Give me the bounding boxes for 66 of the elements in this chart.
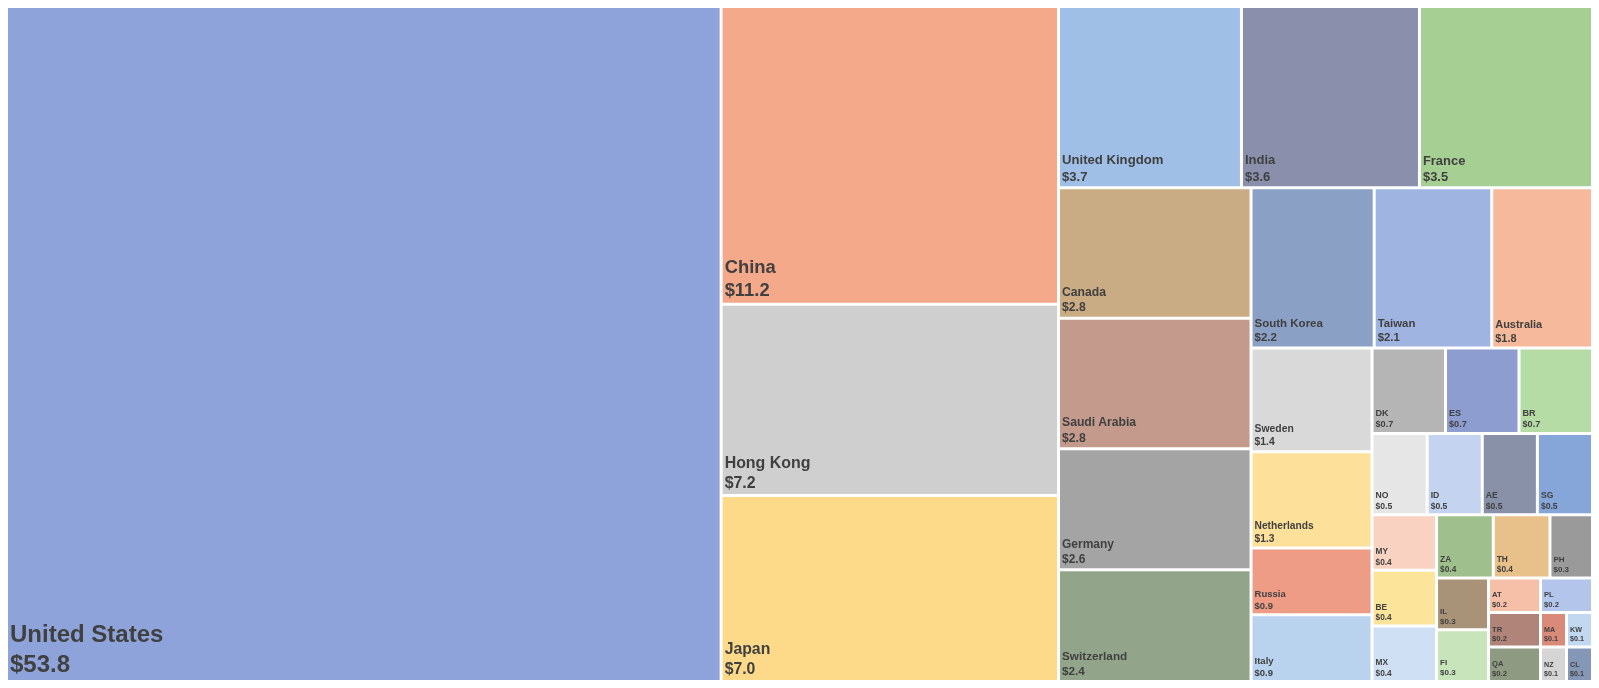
data-label: $0.5 <box>1540 500 1558 511</box>
data-label: $1.3 <box>1254 532 1275 544</box>
category-label: FI <box>1440 658 1448 668</box>
category-label: Netherlands <box>1254 519 1314 531</box>
data-label: $0.3 <box>1440 616 1457 626</box>
data-label: $7.0 <box>724 659 756 677</box>
data-label: $0.5 <box>1485 500 1503 511</box>
category-label: Japan <box>724 639 771 657</box>
category-label: Russia <box>1254 587 1287 599</box>
category-label: IL <box>1440 606 1448 616</box>
data-label: $0.5 <box>1375 500 1393 511</box>
data-label: $2.6 <box>1062 551 1086 566</box>
category-label: NO <box>1375 490 1389 501</box>
data-label: $2.8 <box>1062 430 1086 445</box>
data-label: $0.4 <box>1375 556 1393 567</box>
category-label: ID <box>1430 490 1440 501</box>
category-label: Hong Kong <box>724 453 811 471</box>
data-label: $0.3 <box>1553 564 1570 574</box>
data-label: $0.7 <box>1522 419 1541 430</box>
data-label: $0.7 <box>1375 419 1394 430</box>
category-label: MX <box>1375 657 1389 668</box>
data-label: $0.4 <box>1496 564 1514 575</box>
category-label: SG <box>1540 490 1554 501</box>
category-label: China <box>724 255 777 277</box>
category-label: PH <box>1553 554 1565 564</box>
category-label: Australia <box>1495 317 1544 330</box>
data-label: $2.4 <box>1062 664 1086 678</box>
data-label: $0.9 <box>1254 666 1274 678</box>
data-label: $2.2 <box>1254 331 1277 344</box>
category-label: India <box>1244 152 1277 168</box>
data-label: $0.5 <box>1430 500 1448 511</box>
data-label: $3.7 <box>1062 168 1088 184</box>
data-label: $3.5 <box>1422 168 1449 184</box>
category-label: Canada <box>1062 284 1107 299</box>
data-label: $53.8 <box>10 649 71 677</box>
data-label: $0.4 <box>1375 667 1393 678</box>
data-label: $0.4 <box>1375 612 1393 623</box>
category-label: Sweden <box>1254 423 1294 435</box>
category-label: Switzerland <box>1062 649 1128 663</box>
category-label: Taiwan <box>1377 317 1416 330</box>
category-label: BR <box>1522 407 1537 418</box>
data-label: $0.3 <box>1440 668 1457 678</box>
category-label: ZA <box>1440 553 1452 564</box>
data-label: $2.1 <box>1377 331 1400 344</box>
category-label: Saudi Arabia <box>1062 415 1137 430</box>
data-label: $7.2 <box>724 473 756 491</box>
data-label: $3.6 <box>1244 168 1271 184</box>
data-label: $0.4 <box>1440 564 1457 575</box>
category-label: Italy <box>1254 654 1275 666</box>
data-label: $1.4 <box>1254 436 1275 448</box>
category-label: France <box>1422 152 1466 168</box>
category-label: MY <box>1375 546 1389 557</box>
category-label: United Kingdom <box>1062 152 1164 168</box>
category-label: BE <box>1375 601 1388 612</box>
category-label: Germany <box>1062 536 1115 551</box>
data-label: $11.2 <box>724 278 770 300</box>
category-label: AE <box>1485 490 1498 501</box>
data-label: $0.9 <box>1254 599 1274 611</box>
category-label: TH <box>1496 553 1508 564</box>
category-label: ES <box>1449 407 1462 418</box>
category-label: South Korea <box>1254 316 1324 329</box>
data-label: $2.8 <box>1062 300 1086 315</box>
category-label: United States <box>10 619 164 647</box>
category-label: DK <box>1375 407 1390 418</box>
data-label: $0.7 <box>1449 419 1467 430</box>
data-label: $1.8 <box>1495 331 1517 344</box>
